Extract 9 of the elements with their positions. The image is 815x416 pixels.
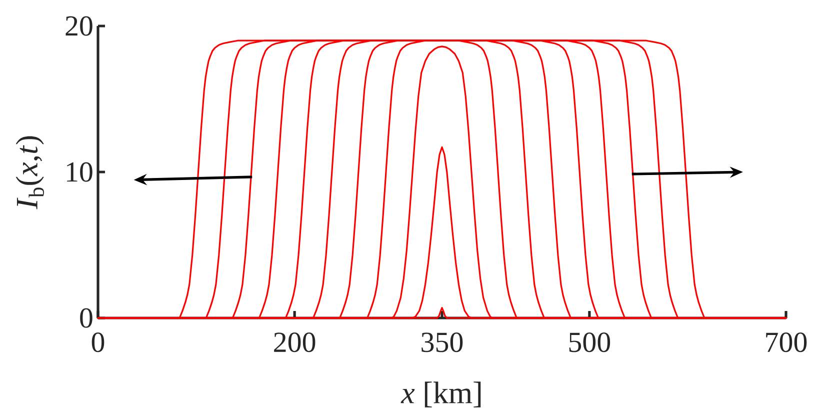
y-tick-label: 0 [80, 308, 92, 328]
x-tick-label: 350 [422, 332, 463, 352]
y-tick-label: 10 [67, 162, 92, 182]
y-tick-label: 20 [66, 16, 92, 36]
x-tick-label: 200 [274, 332, 316, 352]
x-axis-title: x [km] [400, 382, 481, 408]
x-tick-label: 700 [766, 332, 807, 352]
x-tick-label: 500 [569, 332, 610, 352]
y-axis-title: I$_{b}$(x,t) [16, 136, 44, 210]
